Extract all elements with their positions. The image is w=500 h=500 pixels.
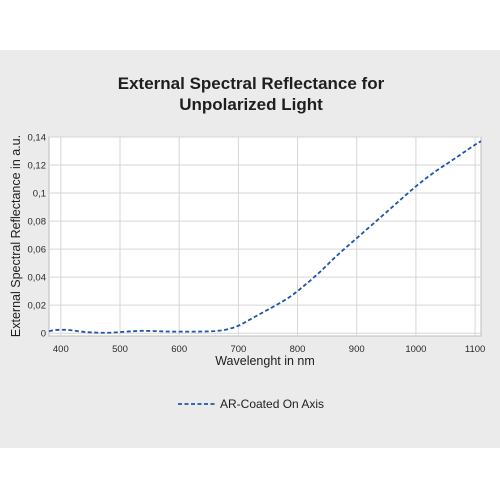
- series-line-ar-coated: [48, 140, 482, 334]
- chart-svg: External Spectral Reflectance for Unpola…: [9, 74, 485, 411]
- chart-title-line-2: Unpolarized Light: [179, 95, 323, 114]
- grid: [49, 136, 481, 336]
- x-tick-label: 600: [171, 344, 187, 355]
- y-axis-label: External Spectral Reflectance in a.u.: [9, 135, 23, 337]
- y-tick-label: 0,1: [33, 189, 46, 200]
- y-tick-label: 0,02: [28, 301, 47, 312]
- x-tick-label: 1100: [465, 344, 485, 355]
- series-layer: [48, 140, 482, 334]
- x-tick-label: 1000: [405, 344, 426, 355]
- x-tick-label: 700: [230, 344, 246, 355]
- y-tick-label: 0,14: [28, 133, 47, 144]
- y-tick-labels: 0 0,02 0,04 0,06 0,08 0,1 0,12 0,14: [28, 133, 47, 340]
- plot-area: [48, 136, 482, 337]
- chart-title-line-1: External Spectral Reflectance for: [118, 74, 385, 93]
- x-tick-label: 900: [349, 344, 365, 355]
- legend: AR-Coated On Axis: [178, 397, 324, 411]
- y-tick-label: 0: [41, 329, 46, 340]
- x-axis-label: Wavelenght in nm: [215, 354, 315, 368]
- y-tick-label: 0,12: [28, 161, 47, 172]
- x-tick-labels: 400 500 600 700 800 900 1000 1100: [53, 344, 485, 355]
- x-tick-label: 500: [112, 344, 128, 355]
- x-tick-label: 400: [53, 344, 69, 355]
- y-tick-label: 0,06: [28, 245, 47, 256]
- y-tick-label: 0,04: [28, 273, 47, 284]
- legend-label-ar-coated: AR-Coated On Axis: [220, 397, 324, 411]
- x-tick-label: 800: [290, 344, 306, 355]
- chart-panel: External Spectral Reflectance for Unpola…: [0, 50, 500, 448]
- y-tick-label: 0,08: [28, 217, 47, 228]
